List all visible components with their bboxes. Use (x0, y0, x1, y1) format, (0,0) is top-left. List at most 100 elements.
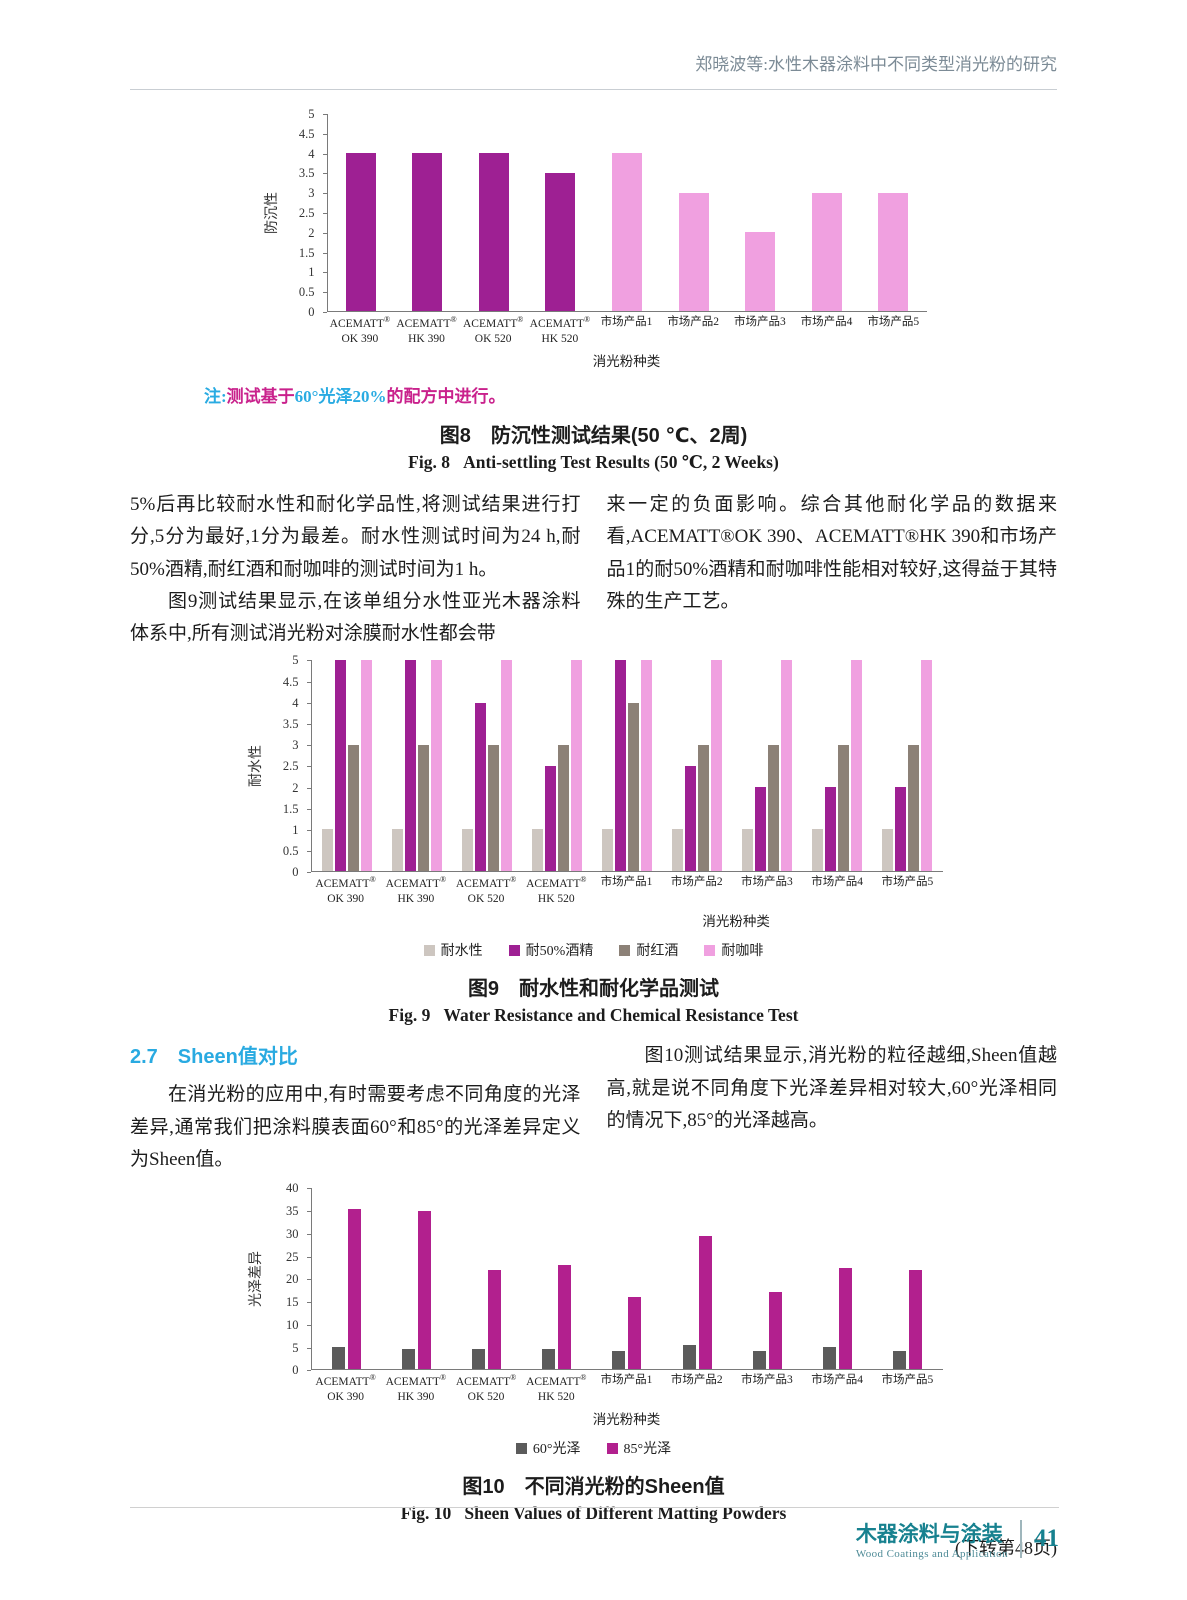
bar-red-wine-resistance (768, 744, 780, 872)
legend-swatch (508, 944, 520, 956)
x-axis-label: 市场产品1 (600, 876, 653, 889)
x-axis-title: 消光粉种类 (592, 1412, 661, 1428)
bar-gloss-60 (542, 1349, 556, 1370)
y-tick-label: 30 (286, 1226, 299, 1241)
y-tick-label: 25 (286, 1249, 299, 1264)
bar-gloss-60 (402, 1349, 416, 1370)
bar-water-resistance (461, 829, 473, 872)
legend-label: 85°光泽 (623, 1442, 672, 1458)
y-tick-label: 20 (286, 1272, 299, 1287)
y-tick-mark (322, 133, 327, 135)
bar-group (793, 114, 860, 311)
bar-group (802, 660, 872, 872)
page-footer: 木器涂料与涂装 Wood Coatings and Application 41 (130, 1507, 1059, 1560)
y-tick-mark (322, 272, 327, 274)
legend-label: 耐红酒 (636, 944, 679, 960)
y-tick-label: 4 (292, 695, 299, 710)
x-axis-label: ACEMATT® HK 390 (385, 875, 447, 906)
y-tick-mark (306, 787, 311, 789)
bar-alcohol-resistance (685, 765, 697, 872)
note-segment: 60°光泽20% (294, 387, 387, 406)
bar-group (592, 1188, 662, 1370)
y-tick-label: 2 (292, 780, 299, 795)
x-axis-label: ACEMATT® HK 390 (396, 315, 457, 345)
y-tick-mark (322, 173, 327, 175)
legend-swatch (704, 944, 716, 956)
paragraph: 在消光粉的应用中,有时需要考虑不同角度的光泽差异,通常我们把涂料膜表面60°和8… (130, 1084, 581, 1171)
bar-anti-settling (412, 153, 443, 311)
bar-group (382, 660, 452, 872)
y-tick-label: 3.5 (282, 717, 299, 732)
y-tick-label: 5 (292, 1340, 299, 1355)
plot-area (310, 660, 943, 873)
figure8-caption-en: Fig. 8 Anti-settling Test Results (50 ℃,… (408, 452, 779, 472)
header-divider (130, 89, 1057, 90)
paragraph: 图10测试结果显示,消光粉的粒径越细,Sheen值越高,就是说不同角度下光泽差异… (606, 1045, 1058, 1132)
y-tick-label: 5 (308, 107, 315, 121)
paragraph: 来一定的负面影响。综合其他耐化学品的数据来看,ACEMATT®OK 390、AC… (606, 494, 1058, 612)
y-tick-mark (306, 1233, 311, 1235)
bar-red-wine-resistance (627, 702, 639, 872)
y-tick-label: 40 (286, 1181, 299, 1196)
bar-red-wine-resistance (698, 744, 710, 872)
bar-gloss-85 (768, 1292, 782, 1370)
bar-gloss-85 (698, 1235, 712, 1370)
x-axis-label: 市场产品4 (800, 316, 853, 328)
figure10-caption-zh: 图10 不同消光粉的Sheen值 (462, 1476, 725, 1499)
figure10-legend: 60°光泽 85°光泽 (130, 1438, 1057, 1458)
y-tick-label: 2.5 (282, 759, 299, 774)
page-content: 郑晓波等:水性木器涂料中不同类型消光粉的研究 防沉性 0 0.5 1 1.5 2 2.5 3 3… (130, 55, 1058, 1558)
x-axis-label: 市场产品2 (670, 1374, 723, 1387)
x-axis-label: 市场产品1 (600, 316, 653, 328)
bar-gloss-60 (822, 1346, 836, 1370)
x-axis-label: ACEMATT® OK 520 (455, 875, 517, 906)
bar-coffee-resistance (921, 660, 933, 872)
bar-group (312, 1188, 382, 1370)
y-tick-label: 0 (292, 865, 299, 880)
y-tick-label: 1.5 (298, 245, 315, 260)
bar-coffee-resistance (851, 660, 863, 872)
y-tick-mark (322, 292, 327, 294)
legend-label: 60°光泽 (532, 1442, 581, 1458)
bar-coffee-resistance (500, 660, 512, 872)
bar-group (872, 660, 942, 872)
legend-swatch (619, 944, 631, 956)
bar-red-wine-resistance (557, 744, 569, 872)
bar-group (452, 660, 522, 872)
bar-coffee-resistance (430, 660, 442, 872)
x-axis-label: ACEMATT® HK 520 (529, 315, 591, 345)
bar-alcohol-resistance (544, 765, 556, 872)
y-tick-mark (322, 114, 327, 115)
bar-coffee-resistance (360, 660, 372, 872)
bar-group (660, 114, 727, 311)
left-column: 5%后再比较耐水性和耐化学品性,将测试结果进行打分,5分为最好,1分为最差。耐水… (130, 489, 581, 650)
bar-red-wine-resistance (908, 744, 920, 872)
y-tick-label: 0 (292, 1363, 299, 1378)
bar-gloss-60 (472, 1349, 486, 1370)
body-text-block-1: 5%后再比较耐水性和耐化学品性,将测试结果进行打分,5分为最好,1分为最差。耐水… (130, 489, 1057, 650)
legend-label: 耐水性 (440, 944, 483, 960)
bar-coffee-resistance (640, 660, 652, 872)
bar-gloss-85 (348, 1208, 362, 1370)
bar-alcohol-resistance (825, 787, 837, 872)
bar-gloss-85 (908, 1269, 922, 1370)
y-tick-label: 0 (308, 305, 315, 319)
figure8-note: 注:测试基于60°光泽20%的配方中进行。 (204, 382, 1057, 407)
y-tick-label: 0.5 (282, 844, 299, 859)
sheen-values-chart: 光泽差异 0 5 10 15 20 25 30 35 40 ACEMATT® OK 390 ACEMAT… (245, 1181, 943, 1430)
legend-label: 耐咖啡 (721, 944, 764, 960)
legend-swatch (423, 944, 435, 956)
paragraph: 5%后再比较耐水性和耐化学品性,将测试结果进行打分,5分为最好,1分为最差。耐水… (130, 494, 581, 580)
legend-swatch (515, 1442, 527, 1454)
bar-gloss-85 (558, 1265, 572, 1370)
y-tick-mark (306, 1188, 311, 1190)
y-tick-label: 3 (292, 738, 299, 753)
footer-divider (130, 1507, 1059, 1508)
bar-coffee-resistance (570, 660, 582, 872)
y-tick-label: 1 (308, 265, 315, 280)
running-head: 郑晓波等:水性木器涂料中不同类型消光粉的研究 (695, 55, 1057, 74)
legend-swatch (606, 1442, 618, 1454)
x-axis-label: 市场产品3 (733, 316, 786, 328)
y-tick-mark (306, 1256, 311, 1258)
